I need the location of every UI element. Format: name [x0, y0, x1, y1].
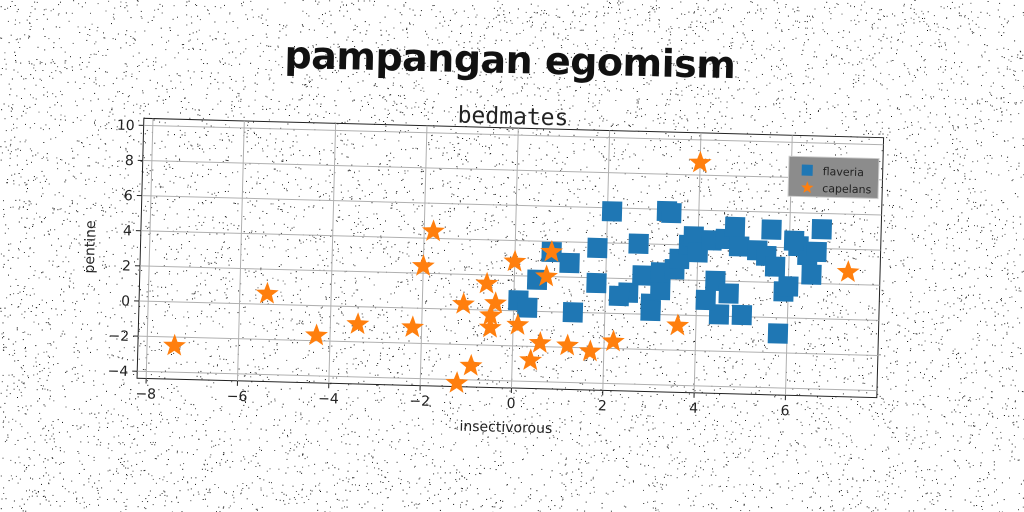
point-flaveria — [764, 256, 786, 277]
grid-line-x — [145, 118, 154, 379]
point-capelans — [346, 312, 370, 335]
point-flaveria — [628, 233, 649, 254]
x-tick-label: 4 — [689, 401, 698, 417]
point-flaveria — [728, 236, 750, 257]
point-flaveria — [587, 237, 608, 259]
point-capelans — [578, 339, 602, 362]
point-flaveria — [783, 230, 805, 252]
grid-line-x — [328, 123, 337, 384]
point-flaveria — [586, 272, 607, 294]
y-tick-label: 4 — [123, 223, 132, 239]
legend-flaveria-label: flaveria — [823, 165, 865, 179]
y-tick-label: −4 — [107, 363, 128, 380]
legend-capelans-label: capelans — [822, 182, 872, 196]
point-flaveria — [801, 264, 822, 285]
grid-line-y — [138, 335, 878, 356]
point-flaveria — [562, 302, 584, 323]
point-capelans — [305, 323, 328, 346]
y-axis-label: pentine — [82, 220, 99, 274]
y-tick-label: 6 — [124, 188, 133, 204]
x-tick-label: −6 — [227, 389, 248, 406]
x-tick-label: −8 — [135, 386, 156, 403]
point-flaveria — [767, 323, 789, 344]
point-capelans — [478, 315, 502, 338]
x-tick-label: 6 — [780, 403, 789, 419]
point-flaveria — [640, 300, 661, 322]
legend-flaveria-marker — [801, 164, 813, 176]
legend: flaveria capelans — [787, 155, 880, 200]
x-tick-label: 0 — [506, 396, 515, 412]
x-tick-label: −4 — [318, 391, 339, 408]
point-flaveria — [559, 252, 580, 274]
grid-line-y — [141, 195, 882, 216]
point-flaveria — [731, 304, 753, 326]
x-tick-label: 2 — [598, 398, 607, 414]
point-capelans — [452, 292, 475, 315]
point-flaveria — [778, 276, 799, 297]
point-flaveria — [601, 201, 623, 222]
point-capelans — [401, 315, 425, 338]
point-flaveria — [695, 289, 716, 311]
y-tick-label: 2 — [122, 258, 131, 274]
point-capelans — [666, 313, 690, 336]
y-tick-label: 10 — [117, 118, 135, 134]
point-capelans — [255, 281, 279, 304]
point-flaveria — [724, 216, 746, 238]
grid-line-y — [142, 159, 883, 181]
grid-line-x — [602, 130, 611, 391]
point-flaveria — [761, 219, 782, 240]
point-flaveria — [661, 202, 682, 224]
y-tick-label: −2 — [108, 328, 129, 345]
x-axis-label: insectivorous — [459, 419, 552, 437]
point-flaveria — [811, 218, 833, 240]
axis-ticks: −8 −6 −4 −2 0 2 4 6 −4 −2 0 2 4 6 8 10 — [107, 118, 789, 420]
point-capelans — [528, 331, 552, 353]
point-flaveria — [517, 297, 538, 318]
point-flaveria — [718, 283, 739, 304]
point-flaveria — [608, 285, 630, 307]
point-capelans — [836, 260, 860, 282]
y-tick-label: 8 — [125, 153, 134, 169]
point-flaveria — [632, 265, 653, 286]
point-flaveria — [650, 279, 671, 301]
point-capelans — [519, 348, 543, 371]
point-flaveria — [806, 241, 827, 263]
point-capelans — [459, 353, 483, 376]
x-tick-label: −2 — [409, 393, 430, 410]
grid-line-x — [693, 132, 702, 393]
point-capelans — [556, 333, 579, 356]
y-tick-label: 0 — [121, 293, 130, 309]
grid-line-x — [236, 120, 245, 381]
